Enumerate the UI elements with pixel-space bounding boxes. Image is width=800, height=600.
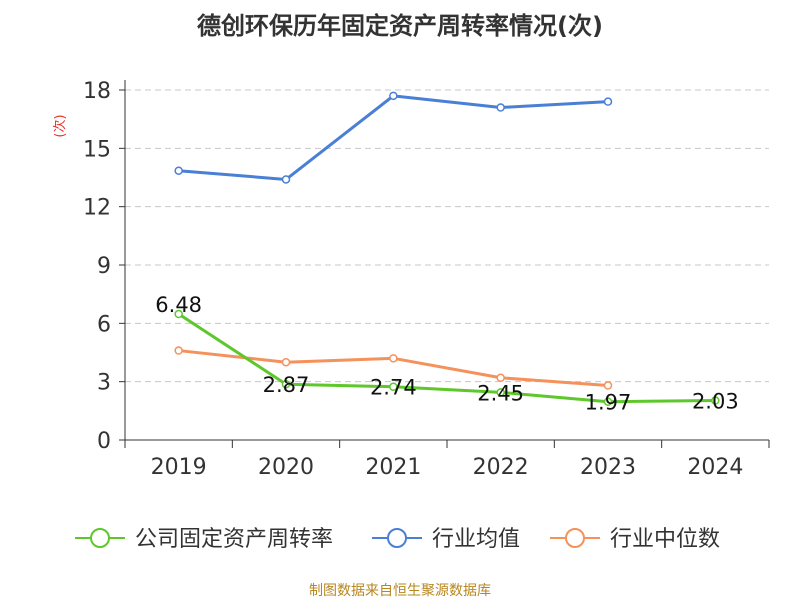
data-point bbox=[711, 396, 720, 405]
legend-item: 行业均值 bbox=[372, 527, 520, 552]
data-point bbox=[389, 91, 398, 101]
legend-label: 公司固定资产周转率 bbox=[135, 527, 333, 552]
data-point bbox=[496, 373, 505, 383]
y-tick-label: 0 bbox=[97, 429, 111, 454]
y-tick-label: 12 bbox=[83, 196, 111, 221]
data-point bbox=[389, 382, 398, 391]
y-tick-label: 3 bbox=[97, 371, 111, 396]
x-tick-label: 2022 bbox=[473, 455, 529, 480]
data-point bbox=[496, 388, 505, 397]
x-tick-label: 2020 bbox=[258, 455, 314, 480]
data-point bbox=[281, 357, 291, 367]
data-labels: 6.48 2.87 2.74 2.45 1.97 2.03 bbox=[155, 293, 738, 415]
y-tick-label: 18 bbox=[83, 79, 111, 104]
legend-swatch-marker bbox=[565, 528, 585, 548]
data-point bbox=[281, 175, 291, 184]
data-point bbox=[496, 103, 505, 112]
data-point bbox=[174, 309, 183, 319]
data-point bbox=[389, 354, 398, 363]
y-tick-label: 6 bbox=[97, 312, 111, 337]
data-point bbox=[281, 379, 291, 389]
legend-label: 行业中位数 bbox=[610, 527, 720, 552]
legend-swatch-marker bbox=[90, 528, 110, 548]
legend-item: 行业中位数 bbox=[550, 527, 720, 552]
x-tick-label: 2023 bbox=[580, 455, 636, 480]
x-tick-label: 2019 bbox=[151, 455, 207, 480]
x-tick-label: 2021 bbox=[365, 455, 421, 480]
y-axis-label: (次) bbox=[52, 114, 68, 137]
data-point bbox=[174, 166, 183, 175]
data-label: 1.97 bbox=[585, 391, 632, 415]
y-tick-label: 15 bbox=[83, 137, 111, 162]
legend-swatch-marker bbox=[387, 528, 407, 548]
chart-title: 德创环保历年固定资产周转率情况(次) bbox=[197, 12, 603, 40]
data-label: 6.48 bbox=[155, 293, 202, 317]
legend-label: 行业均值 bbox=[432, 527, 520, 552]
data-label: 2.03 bbox=[692, 390, 739, 414]
series-line bbox=[177, 312, 716, 404]
data-point bbox=[603, 381, 613, 390]
y-tick-label: 9 bbox=[97, 254, 111, 279]
x-tick-label: 2024 bbox=[687, 455, 743, 480]
grid-lines bbox=[125, 89, 769, 383]
data-point bbox=[174, 346, 183, 355]
data-label: 2.87 bbox=[263, 373, 310, 397]
source-note: 制图数据来自恒生聚源数据库 bbox=[309, 583, 491, 599]
data-point bbox=[603, 397, 613, 406]
data-label: 2.74 bbox=[370, 376, 417, 400]
legend-item: 公司固定资产周转率 bbox=[75, 527, 333, 552]
data-label: 2.45 bbox=[477, 381, 524, 405]
data-point bbox=[603, 97, 613, 106]
axes: 0 3 6 9 12 15 18 2019 2020 2021 2022 2023 2024 bbox=[83, 79, 770, 480]
series-line bbox=[178, 94, 609, 181]
legend: 公司固定资产周转率 行业均值 行业中位数 bbox=[75, 527, 720, 552]
series-lines bbox=[174, 91, 720, 406]
